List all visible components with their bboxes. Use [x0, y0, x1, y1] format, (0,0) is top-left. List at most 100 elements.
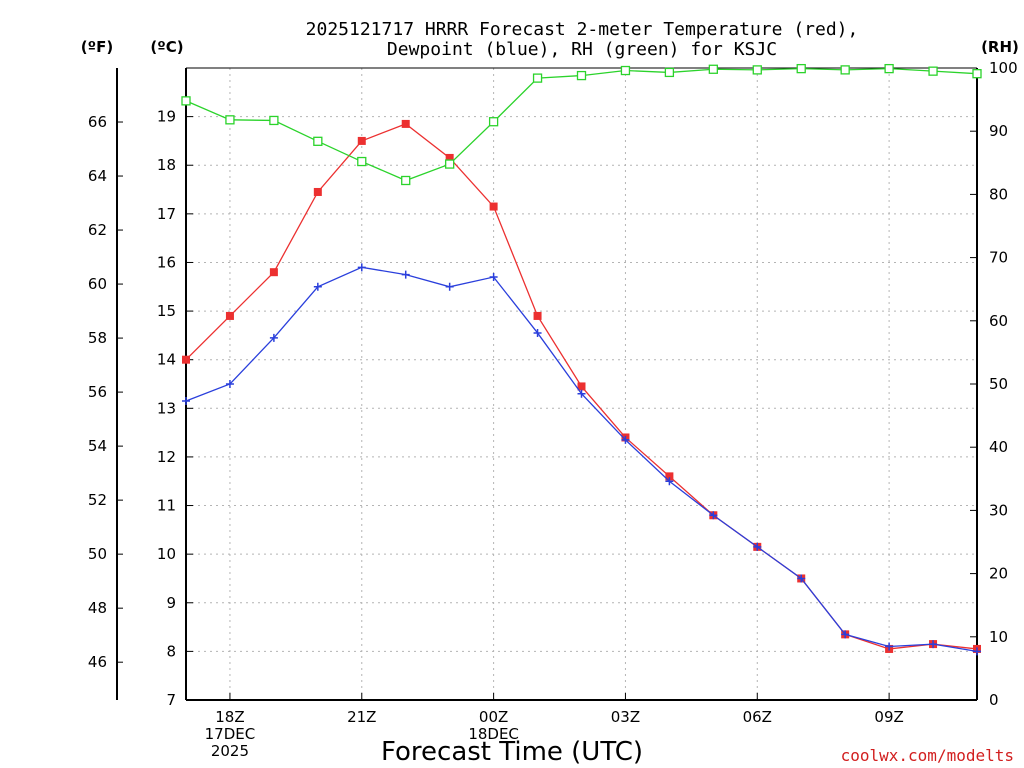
dewpoint-point: [269, 333, 278, 342]
rh-point: [840, 65, 850, 75]
fahrenheit-tick-label: 60: [88, 275, 107, 293]
chart-title-line-1: 2025121717 HRRR Forecast 2-meter Tempera…: [306, 19, 859, 40]
rh-tick-label: 10: [989, 628, 1008, 646]
x-tick-label: 00Z: [479, 708, 508, 726]
rh-series: [181, 63, 982, 186]
dewpoint-line: [185, 266, 978, 653]
celsius-tick-label: 12: [157, 448, 176, 466]
fahrenheit-tick-label: 48: [88, 599, 107, 617]
rh-point: [401, 175, 411, 186]
rh-tick-label: 100: [989, 59, 1018, 77]
temperature-point: [182, 355, 190, 364]
dewpoint-point: [709, 511, 718, 520]
rh-tick-label: 20: [989, 565, 1008, 583]
temperature-point: [313, 187, 322, 196]
tick-labels-layer: 7 8 9 10 11 12 13 14 15 16 17 18 19 46 48 50 52 54 56 58 60 6…: [88, 59, 1018, 760]
dewpoint-point: [577, 389, 586, 398]
dewpoint-point: [841, 630, 850, 639]
dewpoint-point: [797, 574, 806, 583]
x-tick-label: 18DEC: [468, 725, 519, 743]
temperature-point: [269, 268, 278, 277]
celsius-tick-label: 9: [166, 594, 176, 612]
rh-point: [708, 64, 718, 74]
rh-tick-label: 40: [989, 438, 1008, 456]
rh-point: [752, 65, 762, 75]
celsius-tick-label: 8: [166, 642, 176, 660]
dewpoint-point: [225, 380, 234, 388]
rh-point: [620, 65, 631, 76]
series-layer: [181, 63, 982, 656]
rh-tick-label: 50: [989, 375, 1008, 393]
rh-tick-label: 90: [989, 122, 1008, 140]
celsius-tick-label: 17: [157, 205, 176, 223]
x-tick-label: 17DEC: [205, 725, 256, 743]
dewpoint-point: [533, 328, 542, 337]
fahrenheit-tick-label: 56: [88, 383, 107, 401]
temperature-point: [577, 382, 586, 391]
rh-point: [884, 63, 894, 74]
temperature-point: [489, 202, 498, 211]
celsius-tick-label: 19: [157, 108, 176, 126]
rh-line: [185, 67, 978, 182]
rh-point: [972, 69, 982, 79]
rh-point: [576, 70, 587, 81]
rh-point: [928, 66, 938, 76]
dewpoint-point: [182, 397, 190, 406]
rh-point: [445, 159, 455, 169]
dewpoint-series: [182, 263, 981, 656]
axes-layer: [116, 67, 978, 701]
fahrenheit-axis-unit: (ºF): [81, 38, 113, 56]
temperature-point: [357, 136, 366, 145]
chart-title-line-2: Dewpoint (blue), RH (green) for KSJC: [387, 39, 777, 60]
credit-text: coolwx.com/modelts: [841, 746, 1014, 765]
rh-tick-label: 70: [989, 249, 1008, 267]
rh-tick-label: 30: [989, 501, 1008, 519]
celsius-tick-label: 11: [157, 497, 176, 515]
fahrenheit-tick-label: 58: [88, 329, 107, 347]
temperature-point: [225, 311, 234, 320]
dewpoint-point: [313, 282, 322, 291]
x-tick-label: 03Z: [611, 708, 640, 726]
rh-tick-label: 0: [989, 691, 999, 709]
dewpoint-point: [665, 477, 674, 486]
rh-tick-label: 60: [989, 312, 1008, 330]
x-axis-label: Forecast Time (UTC): [381, 737, 643, 767]
rh-point: [488, 117, 499, 127]
x-tick-label: 21Z: [347, 708, 376, 726]
dewpoint-point: [973, 647, 981, 656]
celsius-tick-label: 13: [157, 399, 176, 417]
rh-point: [664, 67, 675, 78]
fahrenheit-tick-label: 62: [88, 221, 107, 239]
celsius-axis-unit: (ºC): [150, 38, 183, 56]
fahrenheit-tick-label: 66: [88, 113, 107, 131]
celsius-tick-label: 14: [157, 351, 176, 369]
dewpoint-point: [489, 273, 498, 282]
celsius-tick-label: 10: [157, 545, 176, 563]
dewpoint-point: [929, 640, 938, 649]
temperature-point: [445, 153, 454, 162]
dewpoint-point: [401, 270, 410, 279]
rh-point: [532, 73, 543, 83]
fahrenheit-tick-label: 46: [88, 653, 107, 671]
celsius-tick-label: 18: [157, 156, 176, 174]
dewpoint-point: [357, 263, 366, 272]
celsius-tick-label: 7: [166, 691, 176, 709]
temperature-point: [401, 119, 410, 128]
rh-point: [181, 96, 191, 106]
rh-point: [225, 115, 235, 125]
fahrenheit-tick-label: 52: [88, 491, 107, 509]
temperature-point: [665, 472, 674, 481]
x-tick-label: 2025: [211, 742, 249, 760]
dewpoint-point: [753, 542, 762, 551]
rh-axis-unit: (RH): [981, 38, 1019, 56]
celsius-tick-label: 15: [157, 302, 176, 320]
dewpoint-point: [621, 435, 630, 444]
temperature-series: [182, 119, 981, 653]
dewpoint-point: [885, 642, 894, 651]
temperature-point: [533, 311, 542, 320]
celsius-tick-label: 16: [157, 253, 176, 271]
x-tick-label: 18Z: [215, 708, 244, 726]
rh-point: [313, 136, 323, 146]
rh-point: [269, 115, 279, 126]
